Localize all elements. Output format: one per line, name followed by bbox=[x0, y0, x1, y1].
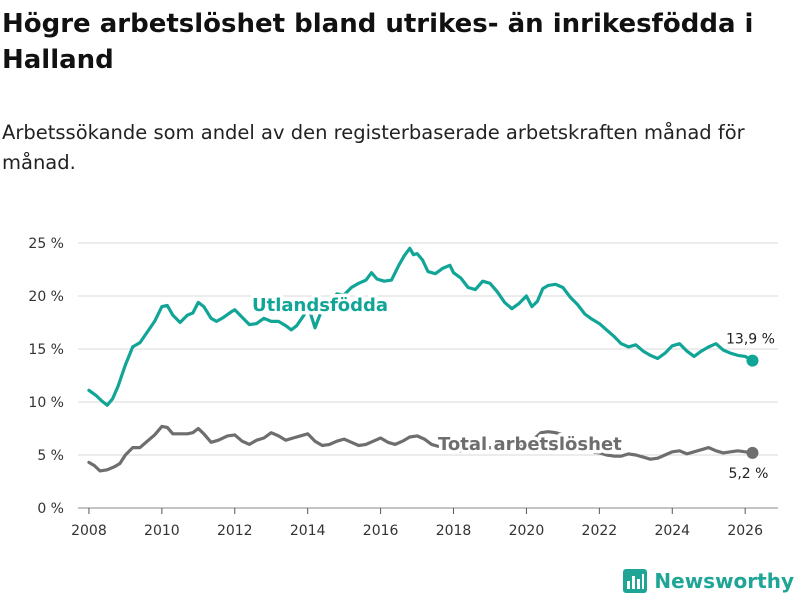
y-tick-label: 15 % bbox=[28, 342, 64, 358]
y-axis: 0 % 5 % 10 % 15 % 20 % 25 % bbox=[28, 236, 64, 517]
y-tick-label: 25 % bbox=[28, 236, 64, 252]
y-tick-label: 0 % bbox=[37, 501, 64, 517]
series-labels: Utlandsfödda Total arbetslöshet 13,9 % 5,2 … bbox=[249, 292, 775, 482]
series-end-dot-total bbox=[746, 446, 759, 459]
series-line-total bbox=[87, 424, 755, 473]
x-tick-label: 2008 bbox=[71, 523, 107, 539]
end-value-total: 5,2 % bbox=[728, 466, 768, 482]
y-tick-label: 5 % bbox=[37, 448, 64, 464]
x-tick-label: 2020 bbox=[509, 523, 545, 539]
series-lines bbox=[87, 246, 759, 473]
chart-subtitle: Arbetssökande som andel av den registerb… bbox=[2, 121, 745, 174]
x-tick-label: 2022 bbox=[582, 523, 618, 539]
x-tick-label: 2010 bbox=[144, 523, 180, 539]
x-tick-label: 2014 bbox=[290, 523, 326, 539]
chart-title: Högre arbetslöshet bland utrikes- än inr… bbox=[2, 9, 754, 75]
y-tick-label: 20 % bbox=[28, 289, 64, 305]
x-axis: 2008 2010 2012 2014 2016 2018 2020 2022 2024 2026 bbox=[71, 508, 763, 539]
series-label-total: Total arbetslöshet bbox=[438, 434, 622, 455]
series-end-dot-utlandsfodda bbox=[746, 354, 759, 367]
gridlines bbox=[78, 242, 778, 509]
x-tick-label: 2012 bbox=[217, 523, 253, 539]
y-tick-label: 10 % bbox=[28, 395, 64, 411]
bar-chart-logo-icon bbox=[623, 569, 648, 593]
x-tick-label: 2016 bbox=[363, 523, 399, 539]
x-tick-label: 2018 bbox=[436, 523, 472, 539]
series-line-utlandsfodda bbox=[87, 246, 755, 407]
x-tick-label: 2024 bbox=[654, 523, 690, 539]
end-value-utlandsfodda: 13,9 % bbox=[726, 332, 775, 348]
brand-name: Newsworthy bbox=[654, 569, 794, 593]
x-tick-label: 2026 bbox=[727, 523, 763, 539]
series-label-utlandsfodda: Utlandsfödda bbox=[252, 295, 388, 316]
brand-logo: Newsworthy bbox=[622, 568, 794, 594]
